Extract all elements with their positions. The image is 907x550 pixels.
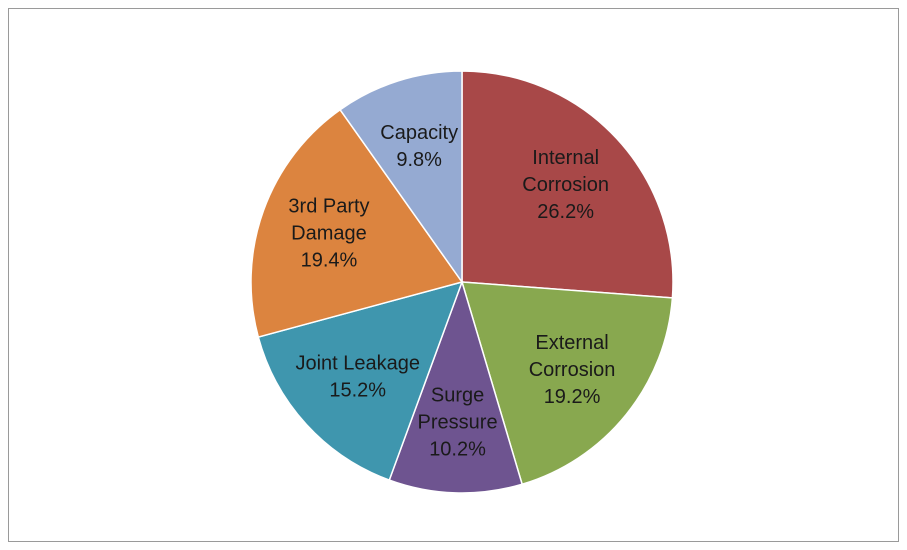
data-label-capacity: Capacity xyxy=(380,122,458,144)
data-label-capacity: 9.8% xyxy=(396,149,442,171)
pie-slice-external-corrosion xyxy=(460,281,674,486)
data-label-3rd-party-damage: 3rd Party xyxy=(288,195,369,217)
pie-slice-surge-pressure xyxy=(388,279,524,494)
data-label-surge-pressure: Surge xyxy=(431,385,484,407)
data-label-joint-leakage: 15.2% xyxy=(329,379,386,401)
data-label-surge-pressure: Pressure xyxy=(418,412,498,434)
data-label-surge-pressure: 10.2% xyxy=(429,439,486,461)
data-label-internal-corrosion: Corrosion xyxy=(522,174,609,196)
data-label-external-corrosion: 19.2% xyxy=(544,386,601,408)
data-label-3rd-party-damage: 19.4% xyxy=(301,249,358,271)
data-label-internal-corrosion: 26.2% xyxy=(537,201,594,223)
pie-slice-3rd-party-damage xyxy=(250,108,464,338)
data-label-3rd-party-damage: Damage xyxy=(291,222,367,244)
pie-chart: Internal Corrosion 26.2% External Corrosion 1… xyxy=(250,70,674,494)
data-label-joint-leakage: Joint Leakage xyxy=(295,352,420,374)
data-label-external-corrosion: Corrosion xyxy=(529,359,616,381)
data-label-internal-corrosion: Internal xyxy=(532,147,599,169)
pie-slice-capacity xyxy=(339,70,463,285)
pie-slice-joint-leakage xyxy=(257,280,464,482)
chart-area: Internal Corrosion 26.2% External Corrosion 1… xyxy=(8,8,899,542)
data-label-external-corrosion: External xyxy=(535,332,608,354)
pie-slice-internal-corrosion xyxy=(461,70,674,299)
